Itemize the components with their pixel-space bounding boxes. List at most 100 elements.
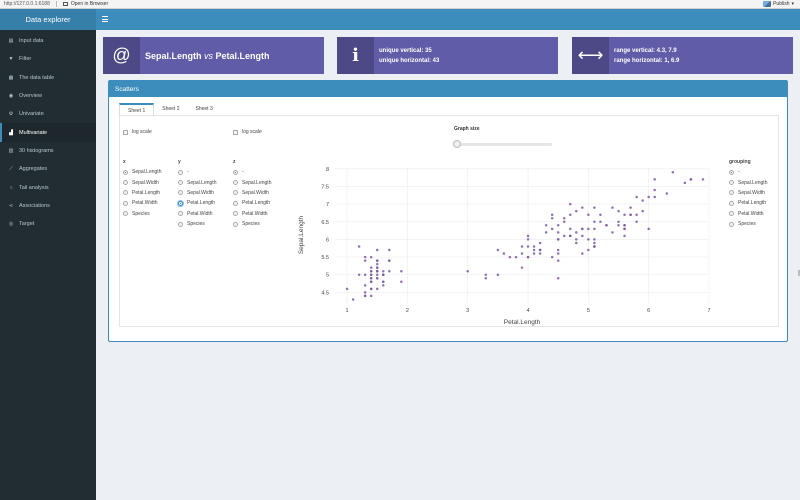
radio-option[interactable]: Sepal.Length	[178, 177, 216, 187]
radio-button[interactable]	[233, 200, 238, 206]
at-icon: @	[103, 37, 140, 74]
radio-button[interactable]	[123, 190, 128, 196]
y-tick-label: 5.5	[321, 255, 329, 261]
sidebar-item-associations[interactable]: ⋖ Associations	[0, 197, 96, 215]
range-infobox: ⟷ range vertical: 4.3, 7.9 range horizon…	[572, 37, 793, 74]
checkbox-box[interactable]	[233, 129, 238, 135]
graph-size-slider[interactable]	[453, 140, 552, 148]
radio-option[interactable]: Species	[178, 219, 216, 229]
sidebar-item-tail-analysis[interactable]: ○ Tail analysis	[0, 178, 96, 196]
publish-button[interactable]: Publish ▾	[763, 1, 794, 7]
data-point	[388, 269, 391, 273]
y-tick-label: 4.5	[321, 290, 329, 296]
data-point	[641, 199, 644, 202]
sidebar-item-label: Overview	[19, 93, 42, 100]
radio-button[interactable]	[178, 221, 183, 227]
radio-option[interactable]: Petal.Length	[233, 198, 271, 208]
address-url[interactable]: http://127.0.0.1:6188	[4, 1, 50, 7]
radio-option[interactable]: Sepal.Length	[233, 177, 271, 187]
radio-option[interactable]: -	[178, 167, 216, 177]
radio-button[interactable]	[729, 221, 734, 227]
sidebar-toggle-icon[interactable]	[102, 16, 108, 22]
radio-button[interactable]	[123, 211, 128, 217]
tab-sheet-3[interactable]: Sheet 3	[195, 106, 213, 112]
radio-option[interactable]: Petal.Length	[123, 188, 161, 198]
sidebar-item-target[interactable]: ◎ Target	[0, 215, 96, 233]
data-point	[581, 252, 584, 255]
radio-option[interactable]: Species	[729, 219, 767, 229]
x-tick-label: 7	[707, 308, 710, 314]
radio-button[interactable]	[178, 180, 183, 186]
sidebar-item-multivariate[interactable]: ▟ Multivariate	[0, 123, 96, 142]
data-point	[363, 259, 367, 262]
radio-button[interactable]	[123, 200, 128, 206]
tab-sheet-2[interactable]: Sheet 2	[162, 106, 180, 112]
radio-option[interactable]: Petal.Length	[729, 198, 767, 208]
sidebar-item-input-data[interactable]: ▤ Input data	[0, 32, 96, 50]
sidebar-item-univariate[interactable]: ⚙ Univariate	[0, 105, 96, 123]
data-point	[556, 248, 560, 252]
radio-option[interactable]: Sepal.Width	[123, 177, 161, 187]
data-point	[544, 231, 548, 234]
radio-button[interactable]	[233, 221, 238, 227]
data-point	[400, 269, 403, 273]
log-scale-x-checkbox[interactable]: log scale	[123, 129, 152, 135]
radio-button[interactable]	[178, 200, 183, 206]
radio-button[interactable]	[233, 190, 238, 196]
tab-sheet-1[interactable]: Sheet 1	[119, 103, 155, 117]
checkbox-box[interactable]	[123, 129, 128, 135]
radio-button[interactable]	[729, 211, 734, 217]
data-point	[562, 216, 566, 220]
data-point	[635, 195, 638, 199]
data-point	[382, 284, 385, 287]
sidebar-item-30-histograms[interactable]: ▥ 30 histograms	[0, 142, 96, 160]
radio-option[interactable]: Species	[233, 219, 271, 229]
radio-button[interactable]	[123, 180, 128, 186]
table-icon: ▦	[8, 74, 14, 81]
sidebar-item-label: The data table	[19, 74, 55, 81]
radio-option[interactable]: Sepal.Length	[123, 167, 161, 177]
radio-option[interactable]: Sepal.Width	[178, 188, 216, 198]
radio-button[interactable]	[233, 180, 238, 186]
radio-option[interactable]: Petal.Length	[178, 198, 216, 208]
radio-button[interactable]	[178, 169, 183, 175]
sidebar-item-the-data-table[interactable]: ▦ The data table	[0, 69, 96, 87]
radio-option[interactable]: Sepal.Width	[233, 188, 271, 198]
scatter-plot[interactable]: 1 2 3 4 5 6 7 4.5 5 5.5 6 6.5 7 7.5 8 Petal.Length Sepal…	[289, 159, 719, 329]
data-point	[538, 252, 542, 255]
radio-button[interactable]	[729, 180, 734, 186]
radio-option[interactable]: Petal.Width	[729, 209, 767, 219]
data-point	[593, 245, 596, 248]
data-point	[623, 227, 626, 231]
log-scale-y-checkbox[interactable]: log scale	[233, 129, 262, 135]
sidebar-item-aggregates[interactable]: ⟋ Aggregates	[0, 160, 96, 178]
sidebar-item-filter[interactable]: ▼ Filter	[0, 50, 96, 68]
radio-option[interactable]: Petal.Width	[123, 198, 161, 208]
radio-button[interactable]	[729, 190, 734, 196]
radio-button[interactable]	[233, 211, 238, 217]
radio-option[interactable]: Sepal.Width	[729, 188, 767, 198]
app-title[interactable]: Data explorer	[0, 9, 96, 30]
radio-button[interactable]	[178, 190, 183, 196]
scroll-handle[interactable]	[798, 270, 800, 276]
radio-option[interactable]: Sepal.Length	[729, 177, 767, 187]
sidebar-item-overview[interactable]: ◉ Overview	[0, 87, 96, 105]
radio-button[interactable]	[729, 169, 734, 175]
radio-option[interactable]: -	[729, 167, 767, 177]
radio-option[interactable]: Petal.Width	[178, 209, 216, 219]
data-point	[587, 227, 590, 231]
radio-button[interactable]	[233, 169, 238, 175]
x-tick-label: 6	[647, 308, 650, 314]
radio-option[interactable]: Species	[123, 209, 161, 219]
radio-option[interactable]: -	[233, 167, 271, 177]
radio-option[interactable]: Petal.Width	[233, 209, 271, 219]
slider-handle[interactable]	[453, 140, 461, 148]
radio-button[interactable]	[729, 200, 734, 206]
data-point	[556, 231, 560, 234]
radio-button[interactable]	[123, 169, 128, 175]
open-in-browser-button[interactable]: Open in Browser	[62, 1, 108, 7]
radio-label: Petal.Width	[242, 210, 268, 217]
radio-button[interactable]	[178, 211, 183, 217]
data-point	[345, 287, 349, 291]
radio-label: Sepal.Width	[738, 189, 765, 196]
